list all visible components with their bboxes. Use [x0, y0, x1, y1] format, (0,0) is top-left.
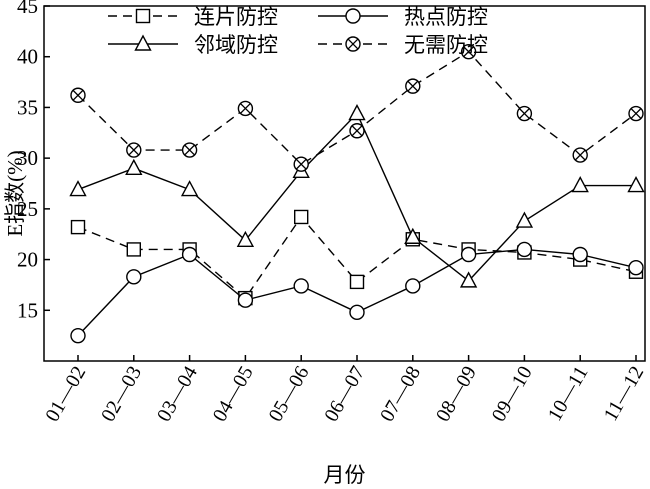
marker-cross [630, 108, 642, 119]
data-point [69, 180, 87, 197]
y-axis-label: E指数(%) [3, 150, 27, 236]
series-0 [70, 209, 644, 306]
data-point [516, 241, 533, 258]
data-point [237, 292, 254, 308]
data-point [126, 242, 142, 257]
series-line [77, 215, 637, 300]
y-tick-label: 45 [17, 0, 38, 18]
legend-label: 热点防控 [404, 5, 488, 29]
x-tick-label: 08—09 [432, 362, 481, 425]
data-point [70, 219, 86, 235]
x-tick-label: 01—02 [41, 363, 90, 426]
marker-cross [184, 144, 195, 156]
data-point [348, 104, 366, 121]
legend-label: 连片防控 [194, 5, 278, 29]
x-axis-label: 月份 [324, 463, 366, 487]
x-tick-label: 05—06 [264, 363, 313, 426]
axes [43, 5, 646, 362]
legend-marker [345, 8, 361, 24]
data-point [404, 227, 422, 244]
marker-cross [351, 125, 363, 137]
legend-marker [134, 34, 152, 51]
data-point [294, 209, 309, 225]
data-point [571, 176, 589, 193]
x-tick-label: 07—08 [376, 363, 425, 426]
x-tick-label: 04—05 [209, 363, 258, 426]
data-point [349, 274, 365, 290]
marker-cross [72, 89, 84, 101]
legend-item: 无需防控 [318, 33, 488, 57]
data-point [460, 43, 477, 60]
series-1 [70, 241, 644, 344]
series-layer [69, 43, 645, 344]
data-point [460, 246, 477, 263]
x-tick-label: 06—07 [320, 363, 369, 426]
data-point [459, 271, 478, 288]
data-point [405, 278, 421, 294]
data-point [70, 327, 86, 344]
series-3 [70, 43, 644, 172]
y-tick-label: 15 [17, 298, 38, 322]
data-point [572, 147, 588, 163]
marker-cross [519, 108, 530, 119]
data-point [125, 158, 143, 175]
plot-frame [43, 5, 646, 362]
legend-marker [135, 8, 151, 24]
marker-cross [574, 149, 586, 161]
legend-marker [345, 36, 361, 52]
data-point [126, 269, 142, 285]
data-point [572, 246, 588, 263]
marker-cross [128, 144, 140, 156]
data-point [627, 176, 645, 193]
series-line [77, 248, 637, 337]
data-point [181, 246, 198, 263]
x-tick-label: 03—04 [153, 363, 202, 426]
data-point [628, 105, 644, 122]
data-point [126, 142, 142, 158]
data-point [181, 142, 198, 158]
data-point [349, 123, 365, 139]
x-axis-ticks: 01—02 02—03 03—04 04—05 05—06 06—07 07—08 08—09… [41, 355, 648, 425]
legend-item: 邻域防控 [108, 33, 278, 57]
x-tick-label: 09—10 [488, 363, 537, 426]
data-point [516, 105, 533, 122]
legend-label: 邻域防控 [194, 33, 278, 57]
legend-item: 热点防控 [318, 5, 488, 29]
data-point [405, 78, 421, 94]
data-point [293, 156, 309, 172]
x-tick-label: 02—03 [97, 363, 146, 426]
marker-cross [463, 46, 474, 58]
marker-cross [347, 38, 359, 50]
data-point [70, 87, 86, 103]
y-tick-label: 20 [17, 248, 38, 272]
marker-cross [407, 80, 419, 92]
x-tick-label: 11—12 [600, 363, 649, 425]
marker-cross [240, 103, 251, 114]
data-point [180, 180, 199, 197]
y-tick-label: 40 [17, 45, 38, 69]
data-point [236, 230, 255, 248]
y-tick-label: 30 [17, 146, 38, 170]
y-tick-label: 25 [17, 197, 38, 221]
y-tick-label: 35 [17, 95, 38, 119]
data-point [349, 304, 365, 321]
data-point [293, 278, 309, 294]
legend-item: 连片防控 [108, 5, 278, 29]
x-tick-label: 10—11 [544, 363, 593, 425]
data-point [628, 259, 644, 276]
legend-label: 无需防控 [404, 33, 488, 57]
data-point [515, 211, 534, 228]
series-line [77, 112, 636, 282]
data-point [237, 100, 254, 117]
y-axis-ticks: 15 20 25 30 35 40 45 [17, 0, 50, 322]
marker-cross [295, 158, 307, 170]
